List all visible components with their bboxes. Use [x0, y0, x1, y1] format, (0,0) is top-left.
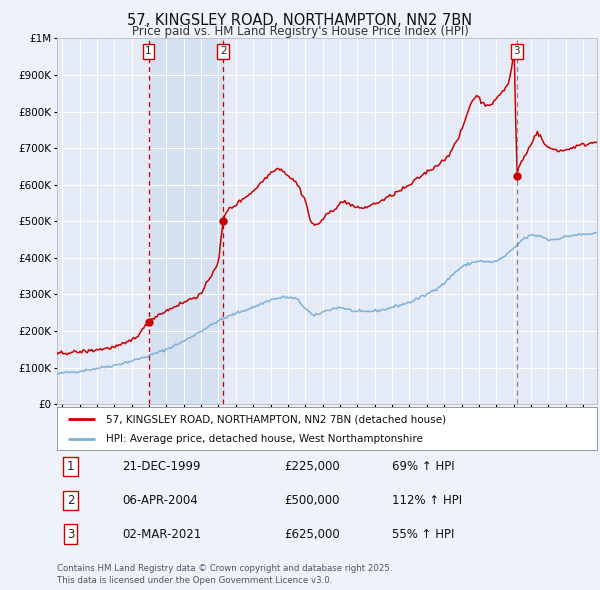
Text: 2: 2: [67, 494, 74, 507]
Text: 3: 3: [67, 527, 74, 540]
Text: £625,000: £625,000: [284, 527, 340, 540]
Text: Contains HM Land Registry data © Crown copyright and database right 2025.
This d: Contains HM Land Registry data © Crown c…: [57, 565, 392, 585]
Text: 2: 2: [220, 46, 226, 56]
Bar: [149, 38, 223, 404]
Text: 57, KINGSLEY ROAD, NORTHAMPTON, NN2 7BN: 57, KINGSLEY ROAD, NORTHAMPTON, NN2 7BN: [127, 13, 473, 28]
Text: 1: 1: [145, 46, 152, 56]
Text: 57, KINGSLEY ROAD, NORTHAMPTON, NN2 7BN (detached house): 57, KINGSLEY ROAD, NORTHAMPTON, NN2 7BN …: [106, 414, 446, 424]
Text: 112% ↑ HPI: 112% ↑ HPI: [392, 494, 462, 507]
Text: 55% ↑ HPI: 55% ↑ HPI: [392, 527, 454, 540]
Text: Price paid vs. HM Land Registry's House Price Index (HPI): Price paid vs. HM Land Registry's House …: [131, 25, 469, 38]
Text: 06-APR-2004: 06-APR-2004: [122, 494, 197, 507]
Text: 3: 3: [513, 46, 520, 56]
Text: HPI: Average price, detached house, West Northamptonshire: HPI: Average price, detached house, West…: [106, 434, 422, 444]
Text: £225,000: £225,000: [284, 460, 340, 473]
Text: 02-MAR-2021: 02-MAR-2021: [122, 527, 201, 540]
Text: 1: 1: [67, 460, 74, 473]
Text: 21-DEC-1999: 21-DEC-1999: [122, 460, 200, 473]
Text: £500,000: £500,000: [284, 494, 340, 507]
Text: 69% ↑ HPI: 69% ↑ HPI: [392, 460, 454, 473]
